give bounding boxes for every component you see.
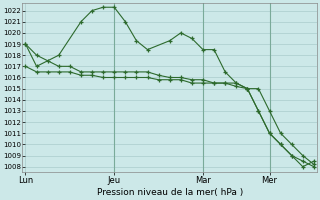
X-axis label: Pression niveau de la mer( hPa ): Pression niveau de la mer( hPa ) bbox=[97, 188, 243, 197]
